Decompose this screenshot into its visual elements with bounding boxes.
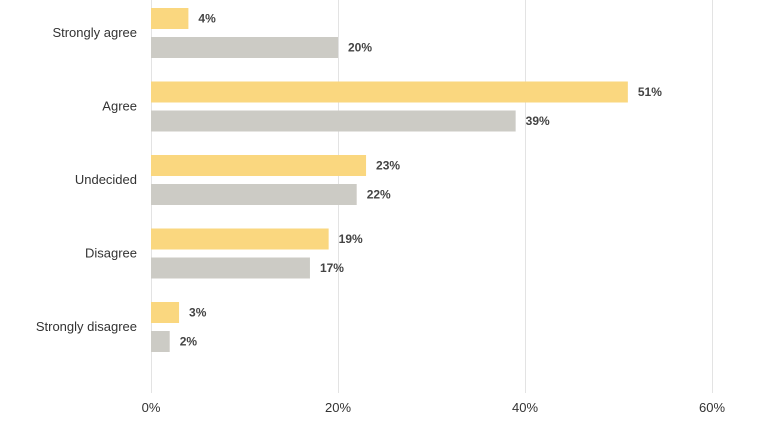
category-labels: Strongly agree Agree Undecided Disagree Stro… bbox=[36, 25, 137, 334]
x-tick-label: 20% bbox=[325, 400, 351, 415]
data-label: 17% bbox=[320, 261, 344, 275]
x-tick-label: 40% bbox=[512, 400, 538, 415]
data-label: 22% bbox=[367, 188, 391, 202]
data-label: 4% bbox=[198, 12, 216, 26]
data-label: 23% bbox=[376, 159, 400, 173]
x-axis: 0% 20% 40% 60% bbox=[142, 400, 726, 415]
bar-series-2-disagree bbox=[151, 257, 310, 279]
category-label: Agree bbox=[102, 99, 137, 114]
value-labels: 4% 20% 51% 39% 23% 22% 19% 17% 3% 2% bbox=[180, 12, 662, 349]
data-label: 19% bbox=[339, 232, 363, 246]
category-label: Strongly agree bbox=[52, 25, 137, 40]
bar-series-1-agree bbox=[151, 81, 628, 103]
bar-series-2-strongly-disagree bbox=[151, 331, 170, 352]
bar-series-1-strongly-disagree bbox=[151, 302, 180, 323]
x-tick-label: 0% bbox=[142, 400, 161, 415]
bar-series-2-undecided bbox=[151, 184, 357, 205]
data-label: 51% bbox=[638, 85, 662, 99]
category-label: Strongly disagree bbox=[36, 319, 137, 334]
category-label: Disagree bbox=[85, 246, 137, 261]
data-label: 20% bbox=[348, 41, 372, 55]
bar-series-1-disagree bbox=[151, 228, 329, 250]
data-label: 3% bbox=[189, 306, 207, 320]
x-tick-label: 60% bbox=[699, 400, 725, 415]
bar-series-1-strongly-agree bbox=[151, 8, 189, 29]
category-label: Undecided bbox=[75, 172, 137, 187]
bar-series-2-agree bbox=[151, 110, 516, 132]
data-label: 39% bbox=[526, 114, 550, 128]
bars bbox=[151, 8, 628, 352]
bar-series-1-undecided bbox=[151, 155, 367, 176]
bar-series-2-strongly-agree bbox=[151, 37, 338, 58]
data-label: 2% bbox=[180, 335, 198, 349]
